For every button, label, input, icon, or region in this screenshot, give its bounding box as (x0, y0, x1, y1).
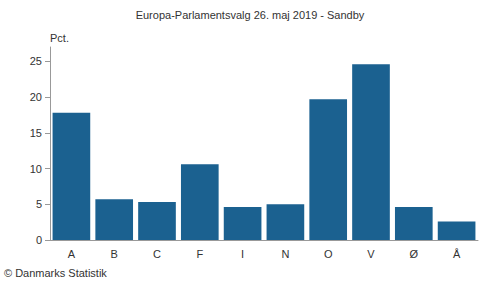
svg-text:F: F (196, 248, 203, 260)
svg-text:C: C (153, 248, 161, 260)
svg-text:10: 10 (30, 163, 42, 175)
svg-text:0: 0 (36, 234, 42, 246)
svg-text:Ø: Ø (410, 248, 419, 260)
svg-text:I: I (241, 248, 244, 260)
svg-text:A: A (68, 248, 76, 260)
svg-text:© Danmarks Statistik: © Danmarks Statistik (4, 267, 107, 279)
svg-text:15: 15 (30, 127, 42, 139)
svg-text:V: V (367, 248, 375, 260)
svg-text:Europa-Parlamentsvalg 26. maj: Europa-Parlamentsvalg 26. maj 2019 - San… (136, 9, 365, 21)
svg-text:25: 25 (30, 55, 42, 67)
svg-text:O: O (324, 248, 333, 260)
svg-text:Pct.: Pct. (50, 32, 69, 44)
svg-text:20: 20 (30, 91, 42, 103)
svg-text:N: N (281, 248, 289, 260)
svg-text:Å: Å (453, 248, 461, 260)
svg-text:B: B (111, 248, 118, 260)
svg-text:5: 5 (36, 198, 42, 210)
